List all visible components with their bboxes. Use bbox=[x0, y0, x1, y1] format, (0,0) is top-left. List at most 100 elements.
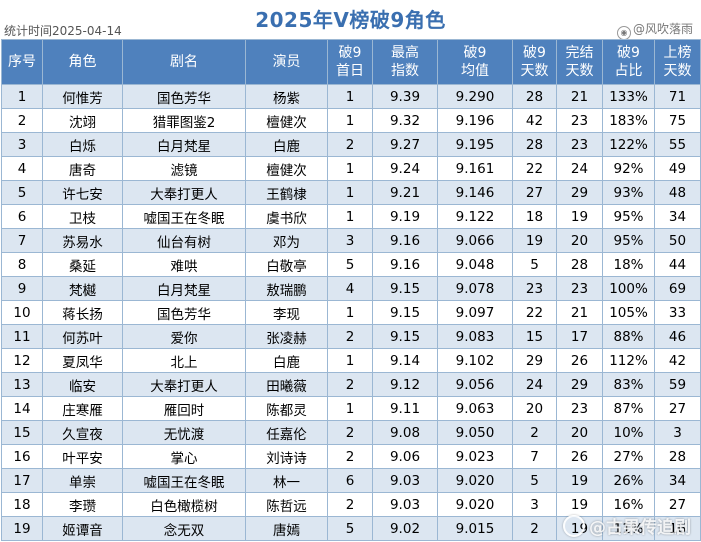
table-cell: 大奉打更人 bbox=[122, 372, 246, 397]
table-cell: 1 bbox=[1, 84, 43, 109]
table-cell: 5 bbox=[1, 180, 43, 205]
table-cell: 嘘国王在冬眠 bbox=[122, 204, 246, 229]
table-cell: 92% bbox=[602, 156, 655, 181]
table-cell: 26 bbox=[556, 444, 603, 469]
table-cell: 白鹿 bbox=[245, 132, 328, 157]
table-cell: 28 bbox=[654, 444, 701, 469]
table-cell: 9.03 bbox=[372, 468, 438, 493]
table-cell: 7 bbox=[512, 444, 557, 469]
table-cell: 95% bbox=[602, 204, 655, 229]
table-cell: 1 bbox=[327, 348, 373, 373]
watermark-label: @古果传追剧 bbox=[589, 518, 691, 538]
table-cell: 122% bbox=[602, 132, 655, 157]
table-cell: 23 bbox=[512, 276, 557, 301]
table-cell: 5 bbox=[512, 468, 557, 493]
table-cell: 34 bbox=[654, 204, 701, 229]
table-cell: 18 bbox=[1, 492, 43, 517]
table-cell: 沈翊 bbox=[42, 108, 123, 133]
table-cell: 何苏叶 bbox=[42, 324, 123, 349]
column-header: 上榜 天数 bbox=[654, 39, 701, 85]
table-cell: 许七安 bbox=[42, 180, 123, 205]
table-cell: 临安 bbox=[42, 372, 123, 397]
table-cell: 9.102 bbox=[437, 348, 513, 373]
table-cell: 9.083 bbox=[437, 324, 513, 349]
table-cell: 10 bbox=[1, 300, 43, 325]
table-cell: 9.020 bbox=[437, 468, 513, 493]
table-cell: 13 bbox=[1, 372, 43, 397]
table-cell: 55 bbox=[654, 132, 701, 157]
column-header: 序号 bbox=[1, 39, 43, 85]
table-cell: 白月梵星 bbox=[122, 276, 246, 301]
table-cell: 24 bbox=[556, 156, 603, 181]
table-row: 8 桑延 难哄 白敬亭 5 9.16 9.048 5 28 18% 44 bbox=[1, 252, 701, 277]
table-cell: 9.290 bbox=[437, 84, 513, 109]
table-cell: 无忧渡 bbox=[122, 420, 246, 445]
table-cell: 1 bbox=[327, 204, 373, 229]
table-cell: 46 bbox=[654, 324, 701, 349]
column-header: 破9 天数 bbox=[512, 39, 557, 85]
table-cell: 19 bbox=[556, 204, 603, 229]
table-cell: 9.15 bbox=[372, 324, 438, 349]
table-cell: 27 bbox=[654, 492, 701, 517]
table-cell: 9.19 bbox=[372, 204, 438, 229]
table-cell: 15 bbox=[512, 324, 557, 349]
table-cell: 9.122 bbox=[437, 204, 513, 229]
table-cell: 9.21 bbox=[372, 180, 438, 205]
table-cell: 21 bbox=[556, 300, 603, 325]
table-cell: 50 bbox=[654, 228, 701, 253]
table-cell: 9.056 bbox=[437, 372, 513, 397]
table-body: 1 何惟芳 国色芳华 杨紫 1 9.39 9.290 28 21 133% 71 2 沈翊 猎罪图鉴2 檀健… bbox=[1, 84, 701, 541]
column-header: 演员 bbox=[245, 39, 328, 85]
table-cell: 9.24 bbox=[372, 156, 438, 181]
table-row: 3 白烁 白月梵星 白鹿 2 9.27 9.195 28 23 122% 55 bbox=[1, 132, 701, 157]
table-cell: 1 bbox=[327, 156, 373, 181]
table-cell: 刘诗诗 bbox=[245, 444, 328, 469]
table-row: 17 单崇 嘘国王在冬眠 林一 6 9.03 9.020 5 19 26% 34 bbox=[1, 468, 701, 493]
table-cell: 19 bbox=[556, 468, 603, 493]
table-row: 6 卫枝 嘘国王在冬眠 虞书欣 1 9.19 9.122 18 19 95% 34 bbox=[1, 204, 701, 229]
table-cell: 1 bbox=[327, 108, 373, 133]
table-row: 19 姬谭音 念无双 唐嫣 5 9.02 9.015 2 19 11% 16 bbox=[1, 516, 701, 541]
table-cell: 83% bbox=[602, 372, 655, 397]
table-cell: 5 bbox=[327, 516, 373, 541]
page-title: 2025年V榜破9角色 bbox=[255, 8, 446, 32]
table-cell: 9.15 bbox=[372, 300, 438, 325]
table-cell: 24 bbox=[512, 372, 557, 397]
table-cell: 26% bbox=[602, 468, 655, 493]
table-cell: 9.097 bbox=[437, 300, 513, 325]
table-cell: 33 bbox=[654, 300, 701, 325]
table-cell: 23 bbox=[556, 276, 603, 301]
table-cell: 4 bbox=[327, 276, 373, 301]
table-cell: 唐奇 bbox=[42, 156, 123, 181]
table-cell: 仙台有树 bbox=[122, 228, 246, 253]
table-cell: 29 bbox=[556, 372, 603, 397]
table-cell: 1 bbox=[327, 180, 373, 205]
table-cell: 久宣夜 bbox=[42, 420, 123, 445]
table-cell: 难哄 bbox=[122, 252, 246, 277]
table-cell: 27 bbox=[512, 180, 557, 205]
table-cell: 9.11 bbox=[372, 396, 438, 421]
table-cell: 9.32 bbox=[372, 108, 438, 133]
table-row: 9 梵樾 白月梵星 敖瑞鹏 4 9.15 9.078 23 23 100% 69 bbox=[1, 276, 701, 301]
table-cell: 49 bbox=[654, 156, 701, 181]
table-row: 7 苏易水 仙台有树 邓为 3 9.16 9.066 19 20 95% 50 bbox=[1, 228, 701, 253]
table-cell: 100% bbox=[602, 276, 655, 301]
table-cell: 白烁 bbox=[42, 132, 123, 157]
table-cell: 梵樾 bbox=[42, 276, 123, 301]
table-cell: 敖瑞鹏 bbox=[245, 276, 328, 301]
table-cell: 4 bbox=[1, 156, 43, 181]
table-cell: 大奉打更人 bbox=[122, 180, 246, 205]
table-cell: 9.195 bbox=[437, 132, 513, 157]
table-cell: 69 bbox=[654, 276, 701, 301]
table-cell: 19 bbox=[1, 516, 43, 541]
table-cell: 42 bbox=[654, 348, 701, 373]
table-cell: 11 bbox=[1, 324, 43, 349]
table-cell: 12 bbox=[1, 348, 43, 373]
table-cell: 3 bbox=[654, 420, 701, 445]
column-header: 破9 占比 bbox=[602, 39, 655, 85]
table-cell: 34 bbox=[654, 468, 701, 493]
table-cell: 21 bbox=[556, 84, 603, 109]
ranking-table: 序号 角色 剧名 演员 破9 首日 最高 指数 破9 均值 破9 天数 完结 天数 破9 占比 上榜 天数 1 何惟… bbox=[1, 39, 701, 541]
table-cell: 20 bbox=[556, 420, 603, 445]
source-label: @风吹落雨 bbox=[632, 22, 693, 36]
